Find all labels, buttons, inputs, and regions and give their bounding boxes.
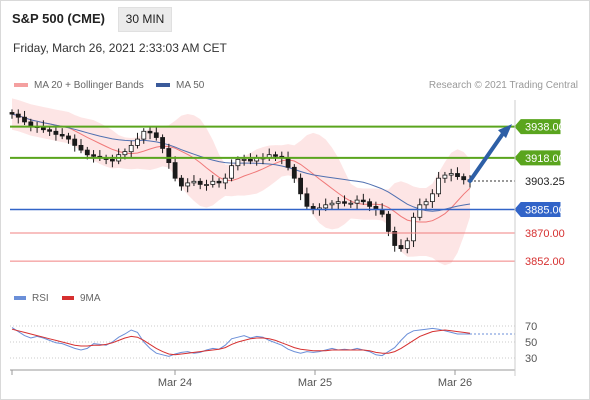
rsi-swatch-icon xyxy=(14,296,26,301)
candle-body xyxy=(22,116,27,123)
candle-body xyxy=(385,213,391,232)
candle-body xyxy=(417,204,423,218)
candle-body xyxy=(429,193,435,203)
candle-body xyxy=(78,144,84,151)
candle-body xyxy=(72,138,78,146)
legend-rsi-label: RSI xyxy=(32,293,49,304)
level-label-resistance: 3918.00 xyxy=(525,153,565,165)
candle-body xyxy=(411,216,416,242)
candle-body xyxy=(298,177,304,195)
candle-body xyxy=(216,180,222,184)
x-tick-label: Mar 26 xyxy=(438,377,472,389)
candle-body xyxy=(398,245,404,249)
9ma-swatch-icon xyxy=(62,296,74,301)
candle-body xyxy=(128,144,134,153)
candle-body xyxy=(178,177,184,187)
candle-body xyxy=(241,158,247,161)
credit-label: Research © 2021 Trading Central xyxy=(428,80,578,91)
candle-body xyxy=(461,176,467,181)
interval-button[interactable]: 30 MIN xyxy=(118,7,172,32)
candle-body xyxy=(59,133,65,137)
legend-bollinger-label: MA 20 + Bollinger Bands xyxy=(34,80,144,91)
candle-body xyxy=(323,204,329,209)
candle-body xyxy=(166,148,172,164)
candle-body xyxy=(197,180,203,185)
candle-body xyxy=(348,202,354,205)
instrument-title: S&P 500 (CME) xyxy=(12,11,105,26)
candle-body xyxy=(229,165,235,179)
candle-body xyxy=(342,201,347,204)
legend-bollinger: MA 20 + Bollinger Bands xyxy=(14,80,144,91)
rsi-line xyxy=(11,327,470,357)
candle-body xyxy=(423,201,429,206)
candle-body xyxy=(53,130,59,135)
candle-body xyxy=(392,230,398,246)
level-label-current: 3903.25 xyxy=(525,176,565,188)
candle-body xyxy=(222,177,228,184)
candle-body xyxy=(304,193,310,207)
bollinger-swatch-icon xyxy=(14,83,28,88)
candle-body xyxy=(204,184,209,186)
candle-body xyxy=(442,174,448,179)
candle-body xyxy=(160,137,166,149)
candle-body xyxy=(141,130,147,140)
candle-body xyxy=(153,132,159,138)
x-tick-label: Mar 25 xyxy=(298,377,332,389)
candle-body xyxy=(367,201,373,207)
candle-body xyxy=(66,135,71,140)
rsi-tick-label: 70 xyxy=(525,321,537,333)
forecast-arrow-head xyxy=(498,124,512,139)
legend-ma50: MA 50 xyxy=(156,80,204,91)
level-label-support: 3852.00 xyxy=(525,256,565,268)
candle-body xyxy=(147,130,153,134)
candle-body xyxy=(9,112,15,115)
level-label-support: 3870.00 xyxy=(525,228,565,240)
candle-body xyxy=(235,158,241,167)
datetime-label: Friday, March 26, 2021 2:33:03 AM CET xyxy=(13,41,227,55)
ma20-line xyxy=(11,113,471,223)
level-tag-resistance xyxy=(514,119,561,135)
candle-body xyxy=(110,158,115,162)
candle-body xyxy=(354,199,360,204)
x-tick-label: Mar 24 xyxy=(158,377,192,389)
legend-9ma-label: 9MA xyxy=(80,293,101,304)
rsi-tick-label: 30 xyxy=(525,353,537,365)
candle-body xyxy=(404,240,410,250)
candle-body xyxy=(360,199,366,203)
candle-body xyxy=(448,173,454,176)
candle-body xyxy=(455,173,460,177)
candle-body xyxy=(91,154,96,157)
legend-9ma: 9MA xyxy=(62,293,101,304)
level-label-pivot: 3885.00 xyxy=(525,204,565,216)
legend-ma50-label: MA 50 xyxy=(176,80,205,91)
candle-body xyxy=(291,166,297,179)
forecast-arrow xyxy=(468,130,506,183)
candle-body xyxy=(135,138,140,146)
candle-body xyxy=(122,151,128,156)
candle-body xyxy=(15,113,21,118)
legend-rsi: RSI xyxy=(14,293,49,304)
candle-body xyxy=(47,129,52,132)
candle-body xyxy=(273,154,278,157)
rsi-tick-label: 50 xyxy=(525,337,537,349)
candle-body xyxy=(436,177,442,195)
candle-body xyxy=(329,202,335,206)
candle-body xyxy=(210,180,216,185)
rsi-9ma-line xyxy=(11,328,471,356)
candle-body xyxy=(191,180,197,184)
candle-body xyxy=(247,158,253,162)
candle-body xyxy=(172,162,178,179)
candle-body xyxy=(84,149,90,156)
candle-body xyxy=(335,201,341,204)
level-label-resistance: 3938.00 xyxy=(525,122,565,134)
level-tag-pivot xyxy=(514,201,561,217)
candle-body xyxy=(285,157,291,168)
level-tag-resistance xyxy=(514,150,561,166)
level-tag-current xyxy=(514,173,561,189)
candle-body xyxy=(185,182,191,187)
ma50-swatch-icon xyxy=(156,83,170,88)
ma50-line xyxy=(11,113,471,212)
